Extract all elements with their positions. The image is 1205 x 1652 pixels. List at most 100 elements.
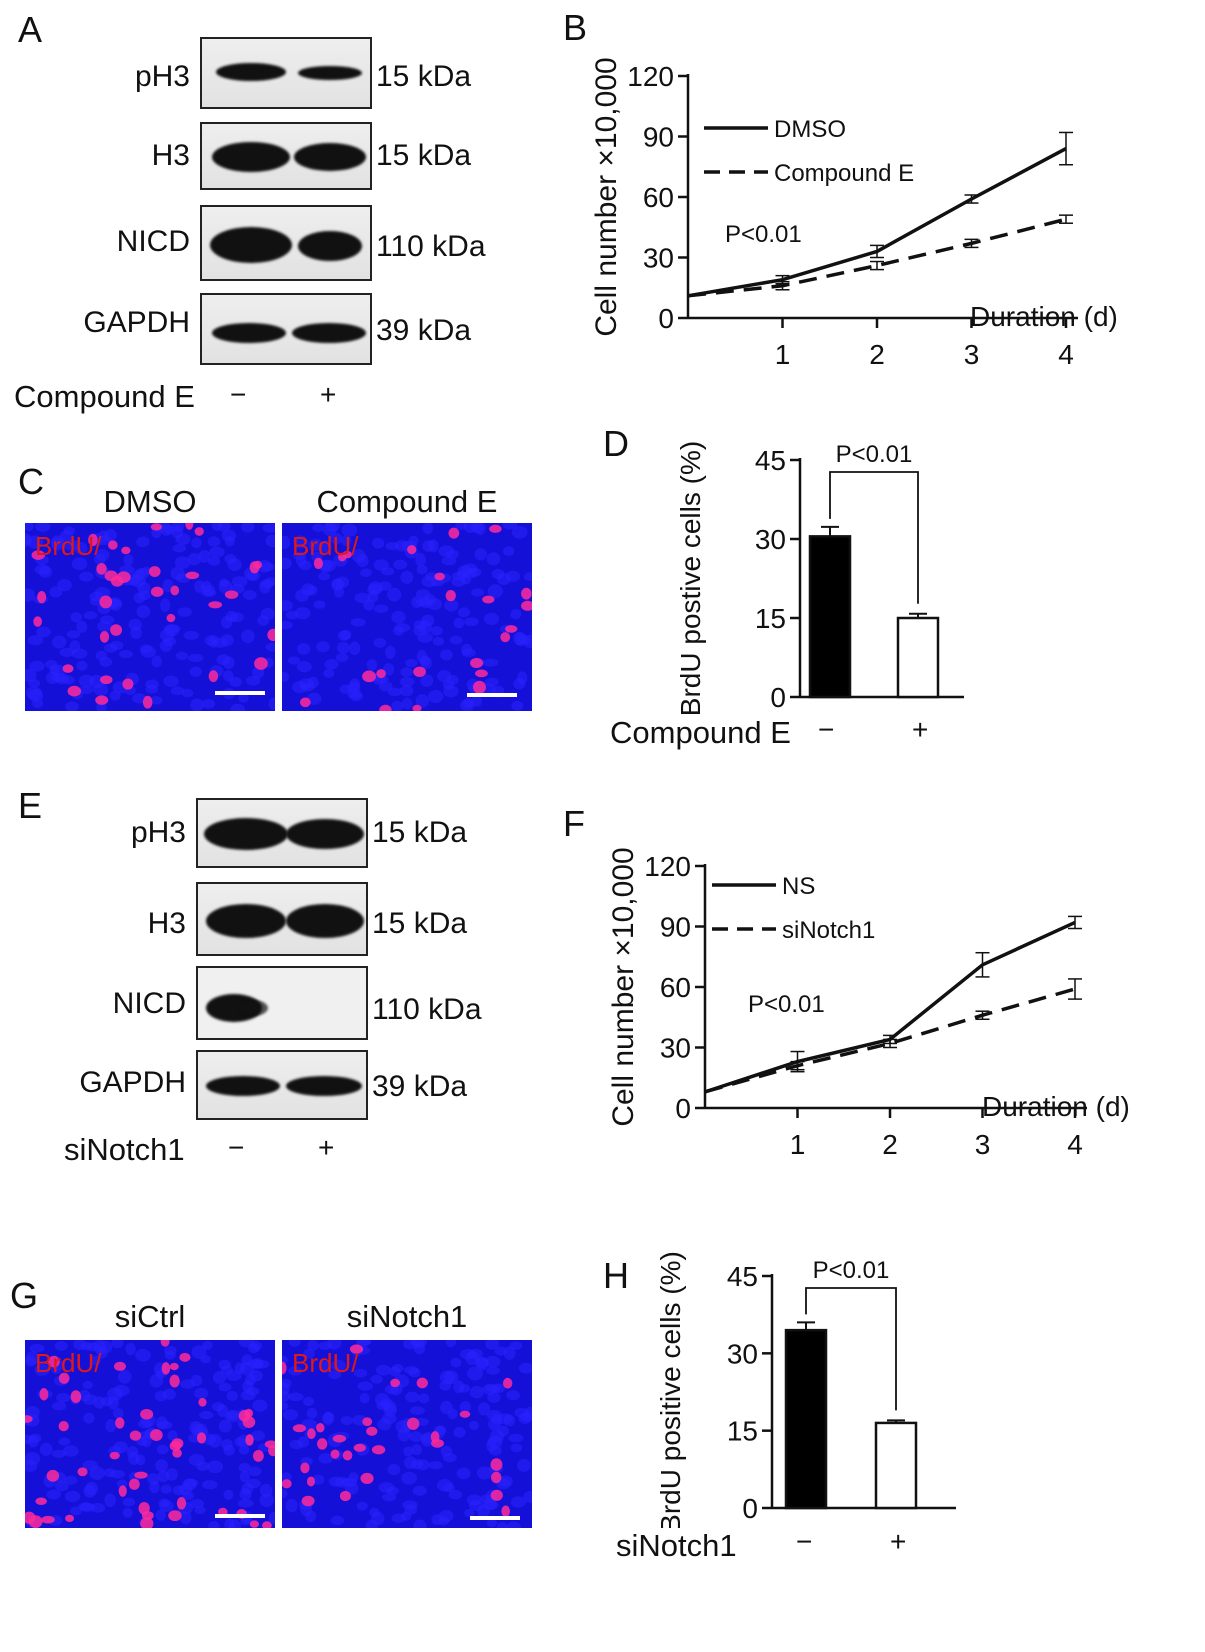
bar-1 (808, 535, 852, 699)
y-tick-label: 120 (644, 851, 691, 882)
bar-2 (874, 1421, 918, 1510)
panel-letter-h: H (603, 1255, 629, 1296)
panel-letter-d: D (603, 423, 629, 464)
kda-label: 15 kDa (372, 816, 468, 849)
fluorescence-image: BrdU/ (25, 1340, 275, 1528)
legend-label: Compound E (774, 160, 914, 187)
band-label: GAPDH (83, 306, 190, 339)
y-tick-label: 120 (627, 61, 674, 92)
plus-sign: + (912, 714, 929, 745)
treatment-label: Compound E (610, 715, 791, 750)
band-label: H3 (151, 139, 190, 172)
panel-letter-c: C (18, 461, 44, 502)
y-tick-label: 60 (660, 972, 691, 1003)
blot-strip (196, 798, 368, 868)
y-axis-label: Cell number ×10,000 (607, 847, 640, 1126)
significance-bracket (805, 1287, 897, 1411)
error-bar (870, 260, 884, 271)
blot-strip (200, 293, 372, 365)
error-bar (870, 244, 884, 259)
panel-letter-a: A (18, 9, 43, 50)
error-bar (1059, 131, 1073, 166)
plus-sign: + (318, 1132, 335, 1163)
band-label: H3 (147, 907, 186, 940)
image-title: DMSO (103, 484, 197, 519)
legend-label: siNotch1 (782, 917, 875, 944)
error-bar (1068, 978, 1082, 1000)
error-bar (821, 525, 839, 537)
y-tick-label: 30 (727, 1338, 758, 1369)
kda-label: 110 kDa (372, 993, 482, 1026)
blot-strip (196, 882, 368, 956)
bar-chart-h: 0 15 30 45 BrdU positive cells (%) P<0.01 (655, 1251, 956, 1528)
brdu-label: BrdU/ (292, 531, 359, 561)
band-label: NICD (116, 225, 190, 258)
error-bar (883, 1038, 897, 1049)
y-tick-label: 0 (770, 682, 786, 713)
blot-strip (196, 1050, 368, 1120)
x-tick-label: 3 (964, 339, 980, 370)
panel-letter-g: G (10, 1275, 39, 1316)
error-bar (775, 280, 790, 291)
x-tick-label: 3 (975, 1129, 991, 1160)
blot-strip (200, 37, 372, 109)
blot-strip (200, 122, 372, 190)
y-tick-label: 0 (658, 303, 674, 334)
x-tick-label: 2 (869, 339, 885, 370)
band-label: pH3 (134, 60, 190, 93)
growth-curve-chart-f: 0 30 60 90 120 1 2 3 4 Duration (d) Cell number ×1… (607, 847, 1130, 1160)
x-tick-label: 2 (882, 1129, 898, 1160)
error-bar (1059, 214, 1073, 224)
error-bar (909, 612, 927, 618)
fluorescence-image: BrdU/ (25, 523, 275, 711)
minus-sign: − (796, 1526, 813, 1557)
x-tick-label: 4 (1067, 1129, 1083, 1160)
image-title: siCtrl (114, 1299, 186, 1334)
significance-bracket (829, 471, 919, 604)
x-tick-label: 1 (790, 1129, 806, 1160)
fluorescence-image: BrdU/ (282, 523, 532, 711)
legend-label: NS (782, 873, 815, 900)
image-title: Compound E (316, 484, 498, 519)
kda-label: 15 kDa (376, 139, 472, 172)
scale-bar (215, 1514, 265, 1518)
kda-label: 110 kDa (376, 230, 486, 263)
error-bar (1068, 915, 1082, 930)
y-tick-label: 0 (742, 1493, 758, 1524)
panel-letter-f: F (563, 803, 585, 844)
treatment-label: Compound E (14, 379, 195, 414)
blot-strip (196, 966, 368, 1040)
kda-label: 15 kDa (372, 907, 468, 940)
y-axis-label: BrdU postive cells (%) (675, 441, 706, 716)
error-bar (887, 1419, 905, 1423)
y-tick-label: 30 (643, 243, 674, 274)
y-tick-label: 15 (755, 603, 786, 634)
plus-sign: + (890, 1526, 907, 1557)
error-bar (964, 194, 979, 204)
legend-label: DMSO (774, 116, 846, 143)
y-tick-label: 90 (643, 122, 674, 153)
y-tick-label: 0 (675, 1093, 691, 1124)
brdu-label: BrdU/ (292, 1348, 359, 1378)
image-title: siNotch1 (346, 1299, 468, 1334)
y-tick-label: 30 (660, 1033, 691, 1064)
treatment-label: siNotch1 (64, 1132, 185, 1167)
band-label: NICD (112, 987, 186, 1020)
kda-label: 39 kDa (372, 1070, 468, 1103)
error-bar (975, 1010, 990, 1021)
series-line-2 (687, 217, 1067, 298)
treatment-label: siNotch1 (616, 1528, 737, 1563)
scale-bar (467, 693, 517, 697)
kda-label: 15 kDa (376, 60, 472, 93)
bar-chart-d: 0 15 30 45 BrdU postive cells (%) P<0.01 (675, 441, 964, 716)
y-tick-label: 90 (660, 912, 691, 943)
growth-curve-chart-b: 0 30 60 90 120 1 2 3 4 Duration (d) Cell number ×1… (590, 57, 1118, 370)
brdu-label: BrdU/ (35, 531, 102, 561)
plus-sign: + (320, 379, 337, 410)
fluorescence-image: BrdU/ (282, 1340, 532, 1528)
minus-sign: − (818, 714, 835, 745)
x-tick-label: 4 (1058, 339, 1074, 370)
y-axis-label: BrdU positive cells (%) (655, 1251, 686, 1528)
error-bar (790, 1060, 805, 1071)
band-label: pH3 (130, 816, 186, 849)
